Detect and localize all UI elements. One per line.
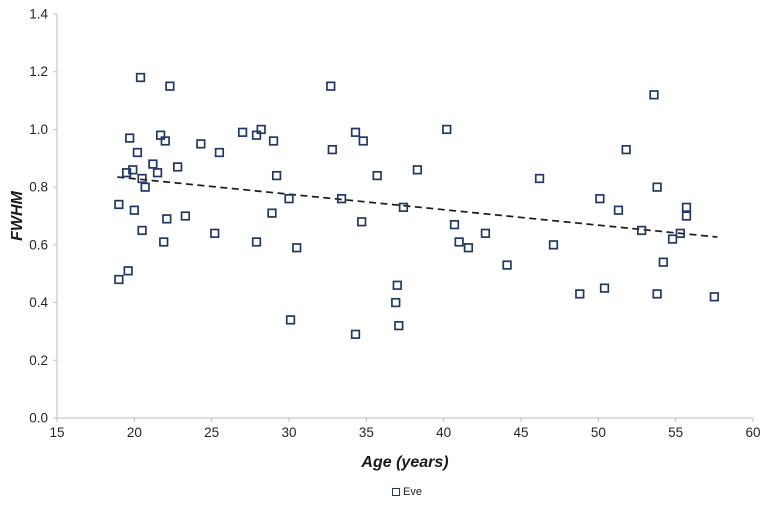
legend-label: Eve [403, 486, 422, 498]
data-point [599, 283, 610, 293]
legend-square-icon [392, 488, 401, 496]
x-tick-label: 25 [204, 425, 219, 440]
data-point [114, 274, 124, 285]
data-point [268, 136, 279, 146]
data-point [449, 220, 460, 230]
data-point [350, 329, 361, 339]
data-point [652, 289, 662, 299]
data-point [160, 136, 170, 146]
data-point [123, 266, 133, 276]
data-point [534, 173, 545, 184]
data-point [463, 243, 474, 253]
data-point [152, 168, 163, 178]
data-point [327, 144, 337, 155]
data-point [709, 292, 719, 302]
data-point [148, 159, 158, 169]
x-tick-label: 15 [49, 425, 64, 440]
data-point [442, 124, 452, 135]
data-point [350, 127, 361, 137]
y-axis-title: FWHM [9, 191, 26, 241]
data-point [636, 225, 647, 236]
x-tick-label: 60 [745, 425, 760, 440]
data-point [129, 205, 139, 215]
data-point [114, 199, 124, 210]
data-point [398, 202, 409, 212]
data-point [358, 136, 368, 146]
data-point [357, 217, 367, 227]
trendline [117, 176, 718, 238]
data-point [214, 147, 225, 158]
y-tick-label: 0.2 [29, 353, 48, 368]
data-point [292, 243, 302, 253]
data-point [159, 237, 169, 247]
x-tick-label: 55 [668, 425, 683, 440]
data-point [675, 228, 685, 238]
data-point [137, 225, 147, 236]
data-point [394, 321, 404, 331]
y-tick-label: 0.0 [29, 411, 48, 426]
data-point [172, 162, 183, 172]
data-point [392, 280, 402, 290]
data-point [502, 260, 512, 270]
y-tick-label: 0.4 [29, 295, 48, 310]
x-tick-label: 30 [281, 425, 296, 440]
data-point [326, 81, 336, 91]
data-point [681, 202, 692, 212]
data-point [391, 297, 401, 308]
data-point [251, 237, 262, 247]
y-tick-label: 1.0 [29, 122, 48, 137]
x-tick-label: 50 [591, 425, 606, 440]
y-tick-label: 1.2 [29, 64, 48, 79]
data-point [548, 240, 559, 250]
data-point [137, 173, 147, 184]
data-point [595, 194, 605, 204]
x-tick-label: 20 [127, 425, 142, 440]
data-point [575, 289, 585, 299]
data-point [125, 133, 135, 143]
x-tick-label: 35 [359, 425, 374, 440]
x-tick-label: 45 [513, 425, 528, 440]
data-point [667, 234, 678, 244]
y-tick-label: 1.4 [29, 7, 48, 22]
data-point [180, 211, 191, 221]
x-axis-title: Age (years) [361, 454, 449, 471]
y-tick-label: 0.6 [29, 237, 48, 252]
data-point [267, 208, 277, 218]
legend: Eve [392, 486, 422, 498]
data-point [285, 315, 296, 325]
y-tick-label: 0.8 [29, 180, 48, 195]
data-point [412, 165, 423, 175]
data-point [284, 194, 294, 204]
data-point [121, 168, 132, 178]
data-point [613, 205, 624, 215]
data-point [336, 194, 347, 204]
data-point [658, 257, 668, 267]
data-point [128, 165, 138, 175]
data-point [681, 211, 692, 221]
data-point [135, 72, 146, 83]
data-point [454, 237, 464, 247]
data-point [621, 144, 631, 155]
x-tick-label: 40 [436, 425, 451, 440]
data-point [237, 127, 248, 137]
data-point [480, 228, 491, 238]
data-point [271, 170, 282, 181]
data-point [132, 147, 143, 158]
data-point [652, 182, 662, 192]
data-point [165, 81, 175, 91]
data-point [210, 228, 220, 238]
data-point [372, 170, 382, 181]
data-point [649, 90, 659, 100]
data-point [140, 182, 150, 192]
data-point [162, 214, 172, 224]
data-point [196, 139, 206, 149]
data-point [256, 124, 266, 135]
